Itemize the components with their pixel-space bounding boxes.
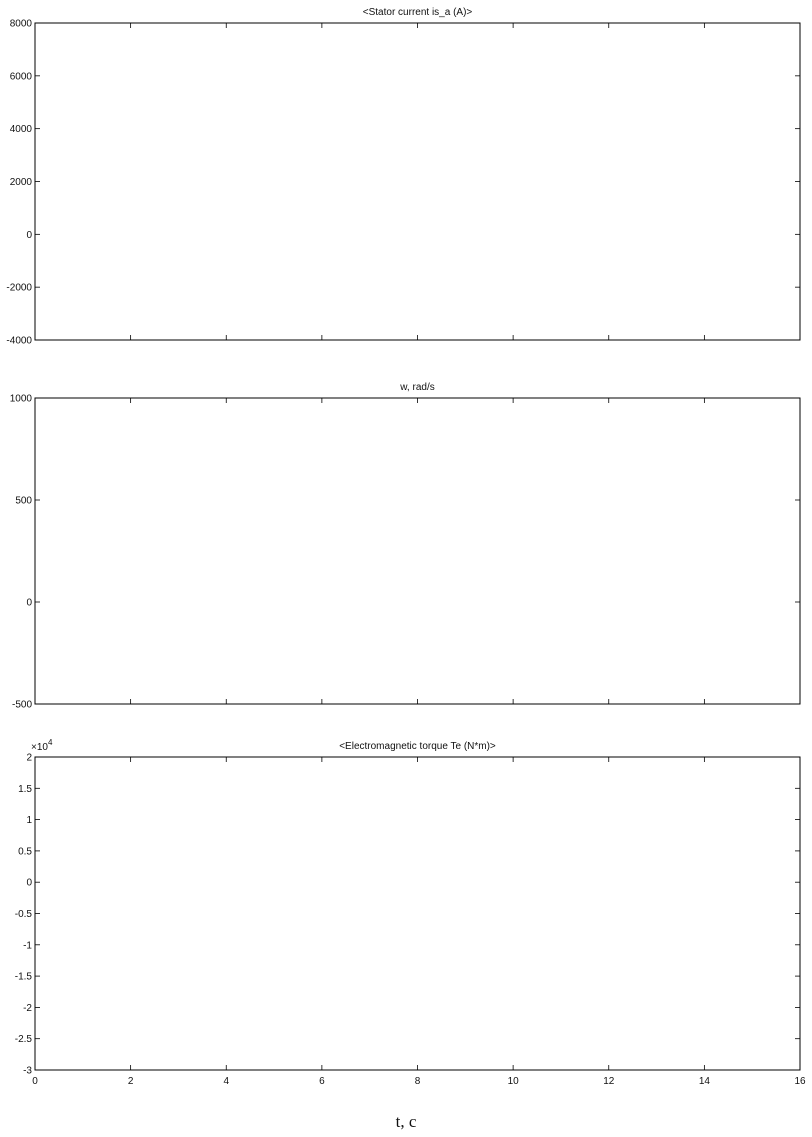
y-tick-label: 0: [26, 230, 32, 241]
chart-title: w, rad/s: [399, 382, 434, 393]
y-tick-label: 8000: [10, 19, 33, 30]
axes-frame: [34, 397, 801, 705]
y-tick-label: 0: [26, 878, 32, 889]
y-tick-label: 1.5: [18, 784, 32, 795]
x-tick-label: 4: [223, 1076, 229, 1087]
x-tick-label: 2: [128, 1076, 134, 1087]
y-tick-label: -0.5: [15, 909, 33, 920]
y-tick-label: -2000: [6, 283, 32, 294]
x-axis-label: t, c: [395, 1112, 417, 1131]
y-tick-label: -4000: [6, 336, 32, 347]
x-tick-label: 0: [32, 1076, 38, 1087]
y-tick-label: 4000: [10, 124, 33, 135]
y-scale-exponent: ×104: [31, 738, 53, 753]
y-tick-label: 1000: [10, 394, 33, 405]
axes-frame: [34, 756, 801, 1071]
y-tick-label: 0: [26, 598, 32, 609]
y-tick-label: 1: [26, 815, 32, 826]
chart-title: <Electromagnetic torque Te (N*m)>: [339, 741, 496, 752]
y-tick-label: 2: [26, 753, 32, 764]
y-tick-label: 2000: [10, 177, 33, 188]
x-tick-label: 14: [699, 1076, 711, 1087]
x-tick-label: 16: [794, 1076, 806, 1087]
y-tick-label: -2: [23, 1003, 32, 1014]
x-tick-label: 6: [319, 1076, 325, 1087]
y-tick-label: 6000: [10, 71, 33, 82]
chart-title: <Stator current is_a (A)>: [363, 7, 473, 18]
axes-frame: [34, 22, 801, 341]
y-tick-label: -500: [12, 700, 32, 711]
chart-panel-2: -500 0 500 1000 w, rad/s: [10, 382, 801, 711]
chart-panel-1: -4000 -2000 0 2000 4000 6000 8000 <Stator curre…: [6, 7, 801, 347]
y-tick-label: -1: [23, 940, 32, 951]
y-tick-label: -1.5: [15, 972, 33, 983]
x-tick-label: 8: [415, 1076, 421, 1087]
y-tick-label: 0.5: [18, 846, 32, 857]
y-tick-label: 500: [15, 496, 32, 507]
chart-panel-3: -3 -2.5 -2 -1.5 -1 -0.5 0 0.5 1 1.5 2 0 2 4 6 8 10 12 14 16…: [15, 738, 806, 1087]
x-tick-label: 12: [603, 1076, 615, 1087]
y-tick-label: -3: [23, 1066, 32, 1077]
x-tick-label: 10: [508, 1076, 520, 1087]
y-tick-label: -2.5: [15, 1034, 33, 1045]
